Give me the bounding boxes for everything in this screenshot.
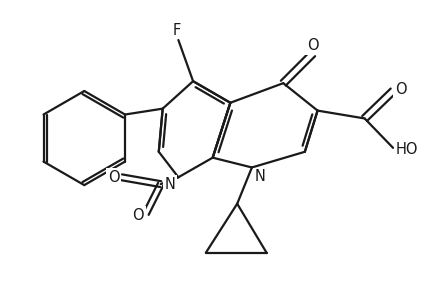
Text: O: O [394,81,406,96]
Text: HO: HO [395,142,417,157]
Text: O: O [108,170,119,185]
Text: F: F [172,23,180,38]
Text: N: N [254,169,265,184]
Text: N: N [164,177,175,192]
Text: O: O [306,38,318,53]
Text: O: O [132,208,144,223]
